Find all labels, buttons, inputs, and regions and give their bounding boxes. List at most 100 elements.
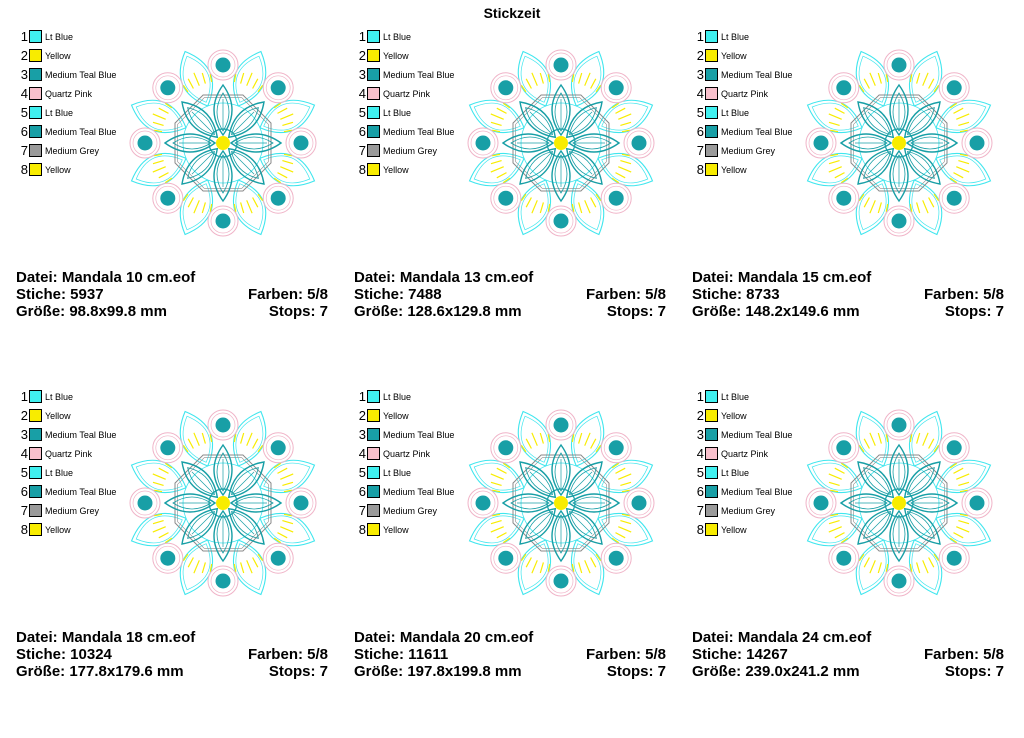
design-panel: 1 Lt Blue 2 Yellow 3 Medium Teal Blue 4 Quartz …: [16, 28, 346, 378]
legend-row: 6 Medium Teal Blue: [354, 123, 455, 140]
legend-color-name: Yellow: [383, 164, 409, 175]
mandala-design-image: [805, 49, 993, 237]
legend-swatch: [705, 504, 718, 517]
legend-color-name: Yellow: [45, 164, 71, 175]
stop-count: Stops: 7: [606, 663, 666, 680]
legend-color-name: Medium Grey: [45, 505, 100, 516]
legend-number: 6: [696, 124, 704, 139]
design-panel: 1 Lt Blue 2 Yellow 3 Medium Teal Blue 4 Quartz …: [692, 388, 1022, 738]
legend-swatch: [367, 68, 380, 81]
center-dot: [554, 136, 568, 150]
legend-number: 8: [696, 522, 704, 537]
legend-row: 3 Medium Teal Blue: [16, 426, 117, 443]
legend-color-name: Lt Blue: [721, 107, 750, 118]
legend-row: 7 Medium Grey: [354, 502, 437, 519]
design-size: Größe: 197.8x199.8 mm: [354, 663, 522, 680]
legend-swatch: [29, 106, 42, 119]
pink-rings-teal-dots: [467, 409, 655, 597]
legend-row: 5 Lt Blue: [692, 464, 749, 481]
mandala-preview: [461, 403, 661, 603]
legend-swatch: [367, 390, 380, 403]
legend-row: 5 Lt Blue: [354, 104, 411, 121]
legend-number: 3: [20, 67, 28, 82]
legend-row: 8 Yellow: [16, 161, 71, 178]
legend-row: 8 Yellow: [692, 521, 747, 538]
legend-number: 6: [358, 124, 366, 139]
legend-number: 5: [20, 105, 28, 120]
legend-row: 6 Medium Teal Blue: [692, 123, 793, 140]
legend-row: 1 Lt Blue: [354, 388, 411, 405]
stitch-count: Stiche: 5937: [16, 286, 104, 303]
legend-swatch: [29, 466, 42, 479]
center-ring: [208, 128, 238, 158]
legend-number: 4: [696, 446, 704, 461]
center-ring: [884, 488, 914, 518]
stop-count: Stops: 7: [944, 663, 1004, 680]
teal-flower-petals: [839, 443, 959, 563]
legend-swatch: [705, 125, 718, 138]
legend-row: 3 Medium Teal Blue: [692, 66, 793, 83]
legend-number: 1: [20, 29, 28, 44]
stitch-count: Stiche: 14267: [692, 646, 788, 663]
legend-swatch: [29, 485, 42, 498]
legend-swatch: [29, 409, 42, 422]
legend-number: 8: [358, 522, 366, 537]
legend-row: 1 Lt Blue: [692, 388, 749, 405]
legend-color-name: Medium Grey: [383, 505, 438, 516]
outer-cyan-petals: [468, 410, 654, 596]
legend-color-name: Quartz Pink: [45, 88, 93, 99]
mandala-design-image: [467, 409, 655, 597]
legend-color-name: Lt Blue: [383, 107, 412, 118]
legend-number: 5: [696, 465, 704, 480]
teal-flower-petals: [501, 443, 621, 563]
legend-row: 5 Lt Blue: [692, 104, 749, 121]
design-info: Datei: Mandala 18 cm.eof Stiche: 10324 Far…: [16, 629, 328, 680]
mandala-preview: [799, 43, 999, 243]
color-count: Farben: 5/8: [247, 646, 328, 663]
design-size: Größe: 177.8x179.6 mm: [16, 663, 184, 680]
legend-row: 6 Medium Teal Blue: [354, 483, 455, 500]
legend-swatch: [29, 163, 42, 176]
legend-row: 2 Yellow: [16, 407, 71, 424]
legend-color-name: Yellow: [383, 524, 409, 535]
design-size: Größe: 98.8x99.8 mm: [16, 303, 167, 320]
file-name: Datei: Mandala 13 cm.eof: [354, 269, 534, 286]
legend-row: 5 Lt Blue: [354, 464, 411, 481]
legend-swatch: [29, 30, 42, 43]
legend-number: 8: [20, 522, 28, 537]
pink-rings-teal-dots: [805, 409, 993, 597]
legend-swatch: [367, 87, 380, 100]
legend-swatch: [367, 49, 380, 62]
legend-color-name: Medium Teal Blue: [45, 126, 117, 137]
legend-number: 8: [696, 162, 704, 177]
legend-row: 7 Medium Grey: [692, 502, 775, 519]
legend-row: 5 Lt Blue: [16, 464, 73, 481]
center-ring: [208, 488, 238, 518]
legend-swatch: [705, 447, 718, 460]
legend-row: 8 Yellow: [354, 161, 409, 178]
legend-number: 2: [358, 48, 366, 63]
center-dot: [216, 136, 230, 150]
legend-color-name: Medium Teal Blue: [721, 69, 793, 80]
design-info: Datei: Mandala 13 cm.eof Stiche: 7488 Farb…: [354, 269, 666, 320]
legend-number: 8: [20, 162, 28, 177]
legend-row: 1 Lt Blue: [16, 388, 73, 405]
design-size: Größe: 148.2x149.6 mm: [692, 303, 860, 320]
center-ring: [546, 488, 576, 518]
center-ring: [884, 128, 914, 158]
file-name: Datei: Mandala 24 cm.eof: [692, 629, 872, 646]
legend-number: 4: [696, 86, 704, 101]
legend-swatch: [705, 523, 718, 536]
yellow-rays: [152, 432, 294, 574]
legend-number: 8: [358, 162, 366, 177]
legend-swatch: [705, 87, 718, 100]
file-name: Datei: Mandala 18 cm.eof: [16, 629, 196, 646]
teal-flower-petals: [839, 83, 959, 203]
legend-color-name: Lt Blue: [45, 107, 74, 118]
design-size: Größe: 128.6x129.8 mm: [354, 303, 522, 320]
legend-color-name: Yellow: [721, 164, 747, 175]
stop-count: Stops: 7: [268, 303, 328, 320]
legend-color-name: Medium Teal Blue: [383, 486, 455, 497]
legend-number: 1: [20, 389, 28, 404]
legend-swatch: [367, 485, 380, 498]
